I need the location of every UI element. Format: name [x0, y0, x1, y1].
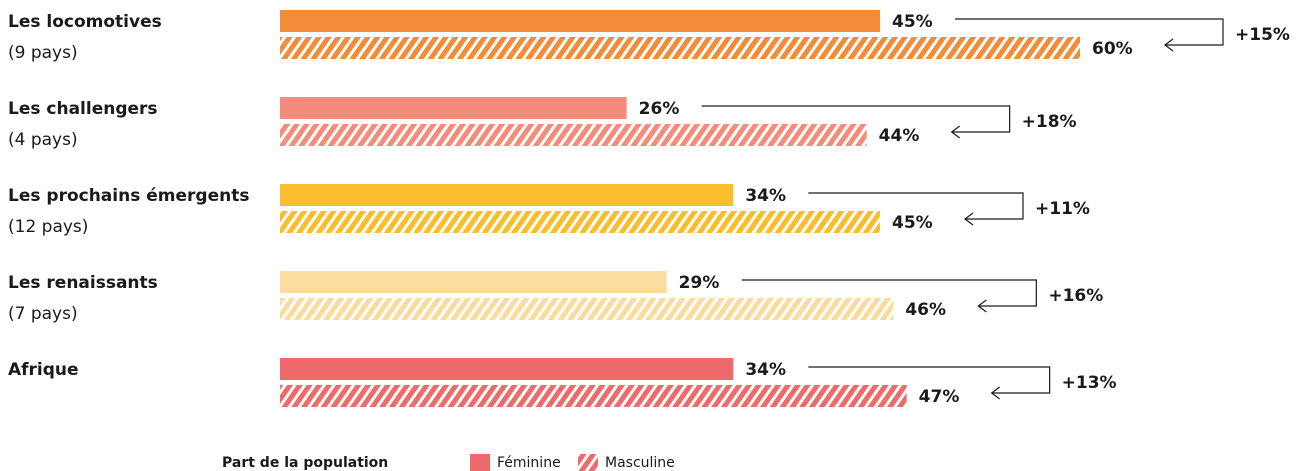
connector [955, 18, 1224, 46]
bar [280, 358, 734, 380]
value-label: 47% [919, 387, 960, 407]
category-subtitle: (7 pays) [8, 304, 78, 324]
legend-swatch [578, 454, 598, 471]
difference-label: +16% [1048, 286, 1103, 306]
bar [280, 271, 667, 293]
value-label: 45% [892, 12, 933, 32]
bar [280, 37, 1080, 59]
value-label: 44% [879, 126, 920, 146]
category-subtitle: (9 pays) [8, 43, 78, 63]
value-label: 46% [905, 300, 946, 320]
value-label: 26% [639, 99, 680, 119]
difference-label: +15% [1235, 25, 1290, 45]
connector [808, 192, 1024, 220]
value-label: 29% [679, 273, 720, 293]
legend-label: Masculine [605, 455, 675, 471]
arrow-head [1164, 38, 1174, 52]
bar [280, 124, 867, 146]
value-label: 45% [892, 213, 933, 233]
arrow-head [990, 386, 1001, 400]
arrow-head [964, 212, 974, 226]
connector [808, 366, 1051, 394]
value-label: 60% [1092, 39, 1133, 59]
connector [701, 105, 1011, 133]
bar [280, 10, 880, 32]
value-label: 34% [745, 186, 786, 206]
difference-label: +11% [1035, 199, 1090, 219]
difference-label: +18% [1022, 112, 1077, 132]
category-label: Les renaissants [8, 273, 158, 293]
category-label: Afrique [8, 360, 79, 380]
bar [280, 298, 894, 320]
category-label: Les challengers [8, 99, 158, 119]
category-subtitle: (4 pays) [8, 130, 78, 150]
arrow-head [977, 299, 987, 313]
arrow-head [950, 125, 961, 139]
connector [741, 279, 1037, 307]
legend-title: Part de la population [222, 455, 388, 471]
category-subtitle: (12 pays) [8, 217, 88, 237]
bar [280, 97, 627, 119]
category-label: Les prochains émergents [8, 186, 249, 206]
difference-label: +13% [1062, 373, 1117, 393]
legend-swatch [470, 454, 490, 471]
value-label: 34% [745, 360, 786, 380]
bar [280, 211, 880, 233]
bar [280, 184, 734, 206]
category-label: Les locomotives [8, 12, 162, 32]
bar [280, 385, 907, 407]
legend-label: Féminine [497, 455, 561, 471]
